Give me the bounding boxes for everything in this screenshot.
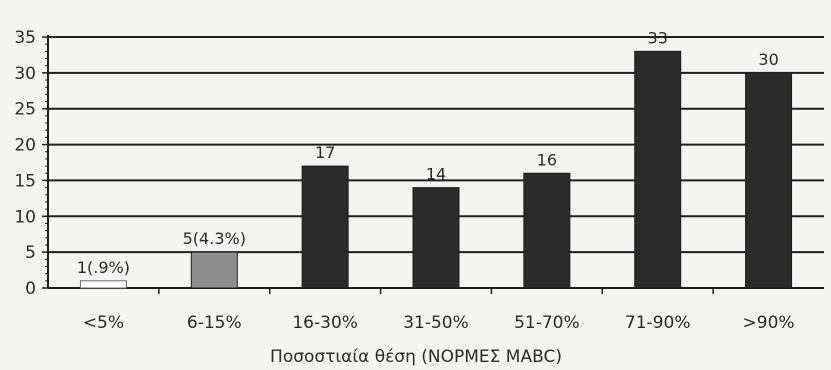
x-tick-label: 6-15% xyxy=(187,313,242,333)
data-label: 14 xyxy=(426,165,446,184)
data-label: 1(.9%) xyxy=(77,258,130,277)
x-tick-label: 71-90% xyxy=(625,313,691,333)
x-tick-label: <5% xyxy=(83,313,124,333)
y-tick-label: 0 xyxy=(25,279,36,299)
bar-2 xyxy=(190,251,238,289)
y-tick-label: 30 xyxy=(14,64,36,84)
x-tick-label: 51-70% xyxy=(514,313,580,333)
bar-4 xyxy=(412,187,460,289)
bar-6 xyxy=(634,50,682,289)
data-label: 33 xyxy=(648,28,668,47)
y-tick-label: 35 xyxy=(14,28,36,48)
x-axis-title: Ποσοστιαία θέση (ΝΟΡΜΕΣ MABC) xyxy=(270,347,562,367)
bar-5 xyxy=(523,172,571,289)
data-label: 16 xyxy=(537,150,557,169)
bar-3 xyxy=(301,165,349,289)
y-tick-label: 10 xyxy=(14,207,36,227)
y-tick-label: 5 xyxy=(25,243,36,263)
data-label: 17 xyxy=(315,143,335,162)
bar-1 xyxy=(79,280,127,289)
x-tick-label: 31-50% xyxy=(403,313,469,333)
y-tick-label: 15 xyxy=(14,171,36,191)
y-tick-label: 20 xyxy=(14,136,36,156)
x-tick-label: >90% xyxy=(743,313,795,333)
data-label: 5(4.3%) xyxy=(183,229,246,248)
x-tick-label: 16-30% xyxy=(292,313,358,333)
data-label: 30 xyxy=(758,50,778,69)
bar-7 xyxy=(745,72,793,289)
y-tick-label: 25 xyxy=(14,100,36,120)
